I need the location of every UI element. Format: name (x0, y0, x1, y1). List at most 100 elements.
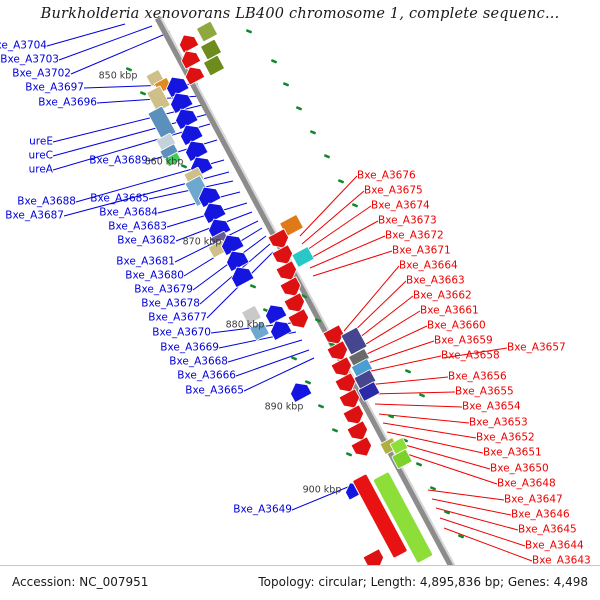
gene-label-bxe_a3663[interactable]: Bxe_A3663 (406, 274, 465, 287)
gene-box[interactable] (164, 152, 182, 167)
gene-arrow[interactable] (350, 436, 375, 460)
gene-arrow[interactable] (283, 292, 308, 316)
gene-arrow[interactable] (223, 246, 250, 273)
gene-label-bxe_a3670[interactable]: Bxe_A3670 (152, 326, 211, 339)
gene-arrow[interactable] (195, 182, 222, 209)
gene-arrow[interactable] (362, 548, 387, 572)
gene-label-bxe_a3662[interactable]: Bxe_A3662 (413, 289, 472, 302)
gene-label-bxe_a3674[interactable]: Bxe_A3674 (371, 199, 430, 212)
gene-label-bxe_a3672[interactable]: Bxe_A3672 (385, 229, 444, 242)
gene-label-bxe_a3651[interactable]: Bxe_A3651 (483, 446, 542, 459)
gene-label-bxe_a3697[interactable]: Bxe_A3697 (25, 81, 84, 94)
gene-label-bxe_a3687[interactable]: Bxe_A3687 (5, 209, 64, 222)
gene-label-bxe_a3678[interactable]: Bxe_A3678 (141, 297, 200, 310)
gene-arrow[interactable] (267, 317, 293, 342)
gene-box[interactable] (391, 449, 413, 469)
gene-label-bxe_a3646[interactable]: Bxe_A3646 (511, 508, 570, 521)
gene-label-bxe_a3683[interactable]: Bxe_A3683 (108, 220, 167, 233)
gene-label-bxe_a3643[interactable]: Bxe_A3643 (532, 554, 591, 567)
gene-label-bxe_a3680[interactable]: Bxe_A3680 (125, 269, 184, 282)
gene-arrow[interactable] (346, 420, 371, 444)
gene-label-bxe_a3689[interactable]: Bxe_A3689 (89, 154, 148, 167)
gene-arrow[interactable] (338, 388, 363, 412)
gene-arrow[interactable] (176, 31, 200, 54)
gene-label-bxe_a3657[interactable]: Bxe_A3657 (507, 341, 566, 354)
gene-label-bxe_a3654[interactable]: Bxe_A3654 (462, 400, 521, 413)
gene-label-bxe_a3645[interactable]: Bxe_A3645 (518, 523, 577, 536)
gene-label-bxe_a3647[interactable]: Bxe_A3647 (504, 493, 563, 506)
gene-label-bxe_a3652[interactable]: Bxe_A3652 (476, 431, 535, 444)
gene-bar[interactable] (372, 471, 434, 564)
gene-arrow[interactable] (330, 356, 355, 380)
gene-label-bxe_a3653[interactable]: Bxe_A3653 (469, 416, 528, 429)
gene-arrow[interactable] (177, 120, 204, 147)
gene-label-bxe_a3648[interactable]: Bxe_A3648 (497, 477, 556, 490)
gene-label-bxe_a3649[interactable]: Bxe_A3649 (233, 503, 292, 516)
gene-arrow[interactable] (262, 301, 288, 326)
gene-arrow[interactable] (172, 104, 199, 131)
gene-arrow[interactable] (163, 72, 190, 99)
gene-arrow[interactable] (271, 244, 296, 268)
gene-label-bxe_a3679[interactable]: Bxe_A3679 (134, 283, 193, 296)
gene-label-bxe_a3668[interactable]: Bxe_A3668 (169, 355, 228, 368)
gene-label-bxe_a3702[interactable]: Bxe_A3702 (12, 67, 71, 80)
leader-line (306, 220, 379, 261)
gene-arrow[interactable] (287, 308, 312, 332)
gene-label-bxe_a3677[interactable]: Bxe_A3677 (148, 311, 207, 324)
gene-label-bxe_a3681[interactable]: Bxe_A3681 (116, 255, 175, 268)
gene-arrow[interactable] (167, 88, 194, 115)
gene-arrow[interactable] (342, 404, 367, 428)
gene-arrow[interactable] (279, 276, 304, 300)
gene-label-bxe_a3665[interactable]: Bxe_A3665 (185, 384, 244, 397)
gene-label-bxe_a3669[interactable]: Bxe_A3669 (160, 341, 219, 354)
gene-arrow[interactable] (228, 262, 255, 289)
gene-arrow[interactable] (182, 63, 206, 86)
gene-label-bxe_a3676[interactable]: Bxe_A3676 (357, 169, 416, 182)
gene-arrow[interactable] (322, 324, 347, 348)
gene-label-urea[interactable]: ureA (28, 163, 53, 176)
gene-arrow[interactable] (275, 260, 300, 284)
gene-label-bxe_a3688[interactable]: Bxe_A3688 (17, 195, 76, 208)
gene-label-bxe_a3664[interactable]: Bxe_A3664 (399, 259, 458, 272)
gene-label-bxe_a3658[interactable]: Bxe_A3658 (441, 349, 500, 362)
gene-box[interactable] (200, 39, 222, 60)
gene-label-bxe_a3703[interactable]: Bxe_A3703 (0, 53, 59, 66)
gene-label-bxe_a3659[interactable]: Bxe_A3659 (434, 334, 493, 347)
gene-arrow[interactable] (178, 47, 202, 70)
gene-arrow[interactable] (326, 340, 351, 364)
gene-label-bxe_a3696[interactable]: Bxe_A3696 (38, 96, 97, 109)
gene-label-bxe_a3684[interactable]: Bxe_A3684 (99, 206, 158, 219)
gene-label-urec[interactable]: ureC (28, 149, 53, 162)
gene-label-bxe_a3644[interactable]: Bxe_A3644 (525, 539, 584, 552)
gene-label-bxe_a3671[interactable]: Bxe_A3671 (392, 244, 451, 257)
gene-arrow[interactable] (200, 198, 227, 225)
gene-box[interactable] (203, 55, 225, 76)
gene-arrow[interactable] (334, 372, 359, 396)
gene-label-bxe_a3673[interactable]: Bxe_A3673 (378, 214, 437, 227)
gene-box[interactable] (291, 246, 315, 268)
gene-bar[interactable] (352, 473, 408, 559)
gene-label-bxe_a3685[interactable]: Bxe_A3685 (90, 192, 149, 205)
gene-label-bxe_a3660[interactable]: Bxe_A3660 (427, 319, 486, 332)
gene-box[interactable] (357, 381, 381, 402)
gene-label-bxe_a3656[interactable]: Bxe_A3656 (448, 370, 507, 383)
gene-label-bxe_a3682[interactable]: Bxe_A3682 (117, 234, 176, 247)
gene-label-bxe_a3704[interactable]: Bxe_A3704 (0, 39, 47, 52)
gene-arrow[interactable] (267, 228, 292, 252)
gene-label-uree[interactable]: ureE (29, 135, 53, 148)
gene-arrow[interactable] (182, 136, 209, 163)
gene-box[interactable] (241, 305, 262, 325)
genome-backbone[interactable] (154, 16, 474, 600)
gene-box[interactable] (249, 321, 270, 341)
gene-label-bxe_a3650[interactable]: Bxe_A3650 (490, 462, 549, 475)
topology-text: Topology: circular; Length: 4,895,836 bp… (258, 575, 588, 589)
gene-arrow[interactable] (287, 379, 313, 404)
gene-box[interactable] (340, 327, 368, 355)
gene-box[interactable] (196, 21, 218, 42)
gene-label-bxe_a3666[interactable]: Bxe_A3666 (177, 369, 236, 382)
gene-label-bxe_a3655[interactable]: Bxe_A3655 (455, 385, 514, 398)
gene-arrow[interactable] (218, 230, 245, 257)
gene-label-bxe_a3661[interactable]: Bxe_A3661 (420, 304, 479, 317)
gene-label-bxe_a3675[interactable]: Bxe_A3675 (364, 184, 423, 197)
